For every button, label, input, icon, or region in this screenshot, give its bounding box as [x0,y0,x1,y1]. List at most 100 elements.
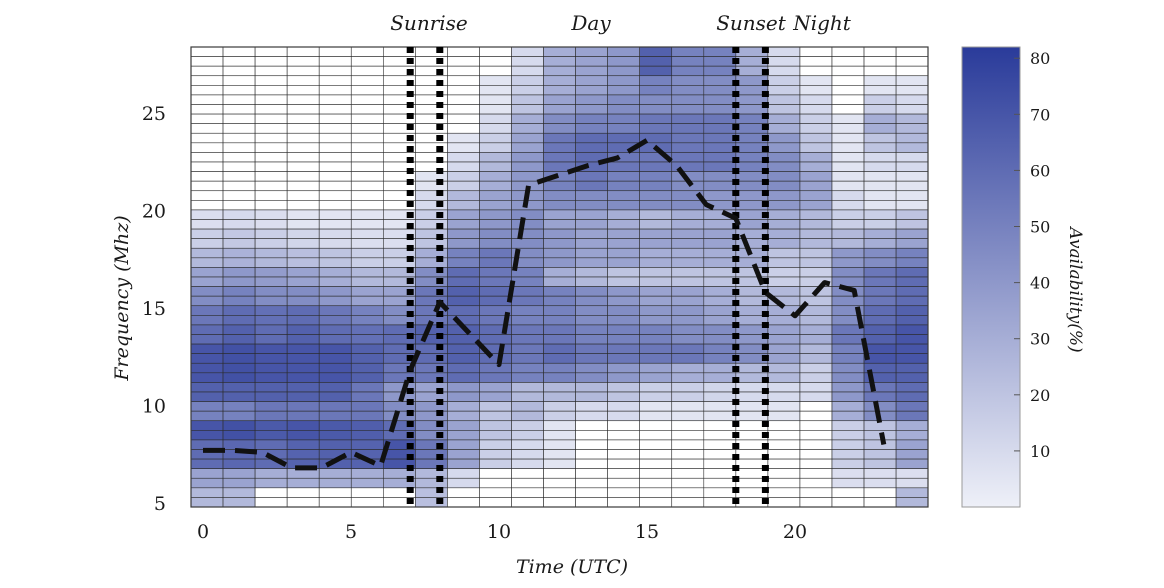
heatmap-cell [575,219,608,230]
heatmap-cell [607,430,641,441]
heatmap-cell [575,209,608,220]
heatmap-cell [575,276,608,287]
heatmap-cell [671,305,705,316]
heatmap-cell [895,449,929,460]
heatmap-cell [639,468,673,479]
heatmap-cell [895,56,929,67]
heatmap-cell [222,132,256,144]
heatmap-cell [254,477,288,489]
heatmap-cell [671,65,705,77]
heatmap-cell [190,458,224,469]
heatmap-cell [286,477,320,489]
heatmap-cell [447,305,480,316]
heatmap-cell [831,46,865,57]
heatmap-cell [447,295,480,307]
heatmap-cell [831,85,865,96]
heatmap-cell [671,219,705,230]
period-label-night: Night [792,11,852,35]
heatmap-cell [318,439,352,450]
heatmap-cell [318,497,352,508]
heatmap-cell [286,439,320,450]
heatmap-cell [511,315,544,326]
heatmap-cell [350,113,384,124]
heatmap-cell [190,113,224,124]
heatmap-cell [286,161,320,172]
heatmap-cell [703,353,737,364]
heatmap-cell [350,305,384,316]
heatmap-cell [895,113,929,124]
heatmap-cell [350,382,384,393]
heatmap-cell [254,497,288,508]
heatmap-cell [447,257,480,268]
heatmap-cell [447,113,480,124]
heatmap-cell [767,449,801,460]
heatmap-cell [863,142,897,153]
heatmap-cell [895,372,929,383]
colorbar-tick-label: 80 [1030,49,1050,68]
heatmap-cell [671,430,705,441]
heatmap-cell [671,468,705,479]
heatmap-cell [767,343,801,354]
heatmap-cell [254,171,288,182]
heatmap-cell [767,75,801,86]
heatmap-cell [671,228,705,239]
heatmap-cell [639,276,673,287]
heatmap-cell [799,180,833,192]
heatmap-cell [607,295,641,307]
heatmap-cell [639,94,673,105]
heatmap-cell [350,362,384,374]
heatmap-cell [575,372,608,383]
heatmap-cell [286,410,320,422]
heatmap-cell [895,180,929,192]
heatmap-cell [222,180,256,192]
heatmap-cell [799,113,833,124]
heatmap-cell [511,410,544,422]
heatmap-cell [350,468,384,479]
heatmap-cell [863,458,897,469]
heatmap-cell [318,401,352,412]
heatmap-cell [639,324,673,335]
heatmap-cell [190,267,224,278]
heatmap-cell [318,477,352,489]
heatmap-cell [447,152,480,163]
heatmap-cell [799,401,833,412]
heatmap-cell [190,228,224,239]
heatmap-cell [575,497,608,508]
heatmap-cell [799,382,833,393]
heatmap-cell [799,391,833,402]
heatmap-cell [831,190,865,201]
heatmap-cell [607,324,641,335]
heatmap-cell [318,132,352,144]
heatmap-cell [671,439,705,450]
heatmap-cell [222,228,256,239]
heatmap-cell [511,161,544,172]
heatmap-cell [254,362,288,374]
y-tick-label: 5 [154,493,166,515]
heatmap-cell [607,228,641,239]
heatmap-cell [575,362,608,374]
heatmap-cell [222,334,256,345]
heatmap-cell [350,190,384,201]
y-tick-label: 15 [142,298,166,320]
heatmap-cell [318,353,352,364]
heatmap-cell [639,382,673,393]
heatmap-cell [703,65,737,77]
heatmap-cell [639,238,673,249]
heatmap-cell [831,238,865,249]
heatmap-cell [799,257,833,268]
heatmap-cell [286,353,320,364]
heatmap-cell [767,430,801,441]
heatmap-cell [703,410,737,422]
heatmap-cell [318,75,352,86]
heatmap-cell [511,334,544,345]
heatmap-cell [190,430,224,441]
heatmap-cell [607,276,641,287]
heatmap-cell [767,180,801,192]
heatmap-cell [318,123,352,134]
heatmap-cell [222,372,256,383]
heatmap-cell [318,449,352,460]
heatmap-cell [767,132,801,144]
heatmap-cell [799,132,833,144]
